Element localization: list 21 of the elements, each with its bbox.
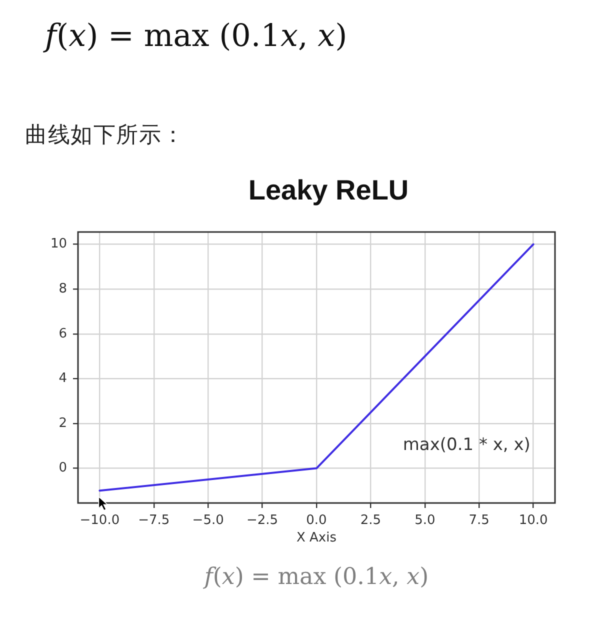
x-tick-label: 2.5 [360, 513, 382, 528]
chart-title: Leaky ReLU [248, 174, 409, 206]
y-tick-label: 8 [58, 281, 67, 296]
x-axis-title: X Axis [296, 530, 337, 546]
x-tick-label: −5.0 [192, 513, 224, 528]
text: 曲线如下所示： [25, 122, 185, 150]
x-tick-label: 10.0 [518, 513, 548, 528]
text: f(x) = max (0.1x, x) [204, 563, 429, 592]
y-tick-label: 6 [58, 326, 67, 342]
x-tick-label: −10.0 [80, 513, 120, 528]
x-tick-label: 5.0 [414, 513, 436, 528]
x-tick-label: −2.5 [246, 513, 278, 528]
annotation: max(0.1 * x, x) [402, 434, 530, 455]
y-tick-label: 10 [50, 236, 67, 252]
y-tick-label: 0 [58, 460, 67, 476]
x-tick-label: −7.5 [138, 513, 170, 528]
y-tick-label: 4 [58, 371, 67, 386]
y-tick-label: 2 [58, 416, 67, 431]
x-tick-label: 7.5 [468, 513, 490, 528]
x-tick-label: 0.0 [306, 513, 327, 528]
text: f(x) = max (0.1x, x) [45, 17, 348, 55]
